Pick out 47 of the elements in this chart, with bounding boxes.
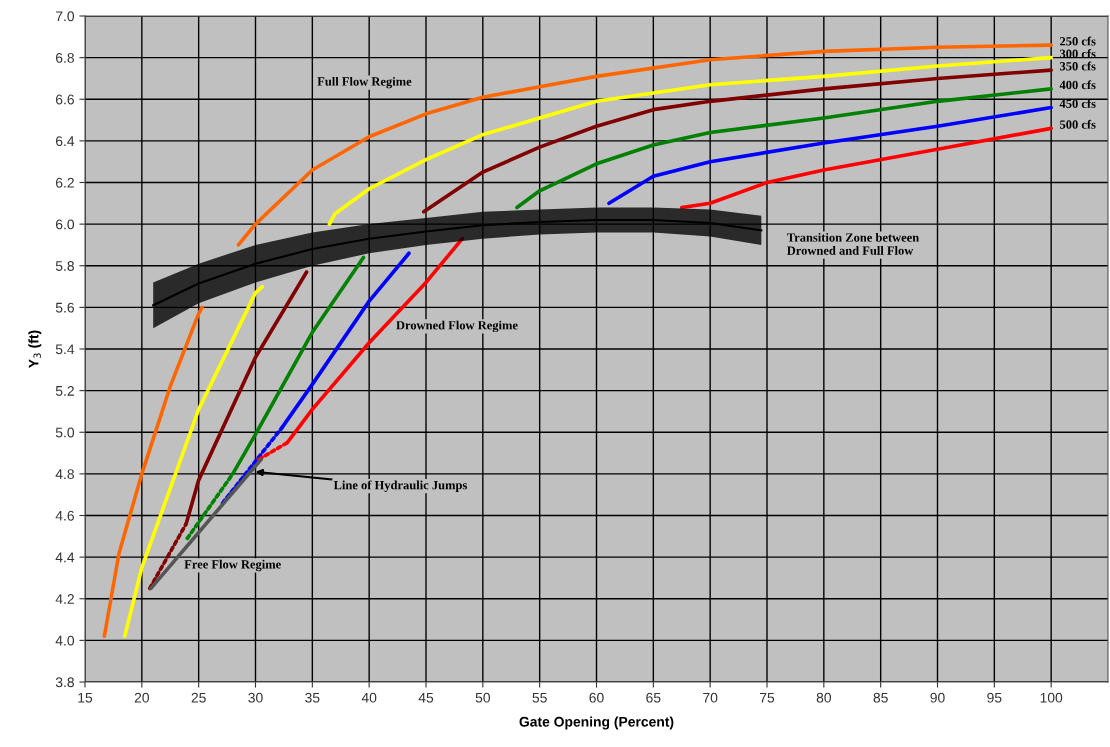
series-label: 350 cfs <box>1059 61 1096 71</box>
y-tick-label: 5.2 <box>55 385 74 396</box>
x-tick-label: 15 <box>78 692 93 703</box>
x-tick-label: 45 <box>418 692 434 703</box>
y-tick-label: 6.0 <box>55 219 75 230</box>
y-tick-label: 4.2 <box>55 594 74 604</box>
x-tick-label: 95 <box>987 692 1002 703</box>
y-tick-label: 4.8 <box>55 469 74 480</box>
annotation: Drowned Flow Regime <box>396 320 518 333</box>
annotation: Full Flow Regime <box>317 76 412 89</box>
x-tick-label: 60 <box>589 692 604 703</box>
y-tick-label: 7.0 <box>55 11 75 22</box>
x-tick-label: 70 <box>703 692 718 703</box>
y-axis-title: Y$_{3}$ (ft) <box>28 330 42 368</box>
x-tick-label: 85 <box>873 692 888 703</box>
x-tick-label: 25 <box>191 692 206 703</box>
series-label: 500 cfs <box>1060 119 1096 129</box>
annotation: Free Flow Regime <box>184 559 281 572</box>
x-tick-label: 80 <box>816 692 832 703</box>
y-tick-label: 6.8 <box>55 52 74 63</box>
x-tick-label: 65 <box>646 692 661 703</box>
x-tick-label: 55 <box>532 692 547 703</box>
series-label: 250 cfs <box>1060 36 1096 46</box>
y-tick-label: 6.4 <box>55 136 75 147</box>
x-tick-label: 20 <box>134 692 150 703</box>
y-tick-label: 4.4 <box>55 552 75 563</box>
x-axis-title: Gate Opening (Percent) <box>519 716 674 730</box>
x-tick-label: 40 <box>361 692 377 703</box>
y-tick-label: 5.0 <box>55 427 75 438</box>
y-tick-label: 4.0 <box>55 635 75 646</box>
x-tick-label: 30 <box>248 692 263 703</box>
x-tick-label: 100 <box>1040 692 1063 703</box>
annotation: Transition Zone between Drowned and Full Flow <box>786 232 920 255</box>
x-tick-label: 35 <box>305 692 320 703</box>
annotation: Line of Hydraulic Jumps <box>333 480 467 492</box>
y-tick-label: 5.4 <box>55 344 75 355</box>
y-tick-label: 5.6 <box>55 302 74 313</box>
y-tick-label: 6.2 <box>55 177 74 188</box>
series-label: 400 cfs <box>1059 80 1096 90</box>
x-tick-label: 90 <box>930 692 945 703</box>
y-tick-label: 3.8 <box>55 677 74 688</box>
x-tick-label: 75 <box>759 692 775 703</box>
y-tick-label: 4.6 <box>55 510 74 521</box>
series-label: 450 cfs <box>1059 99 1096 108</box>
x-tick-label: 50 <box>475 692 491 703</box>
y-tick-label: 6.6 <box>55 94 74 105</box>
y-tick-label: 5.8 <box>55 261 74 271</box>
